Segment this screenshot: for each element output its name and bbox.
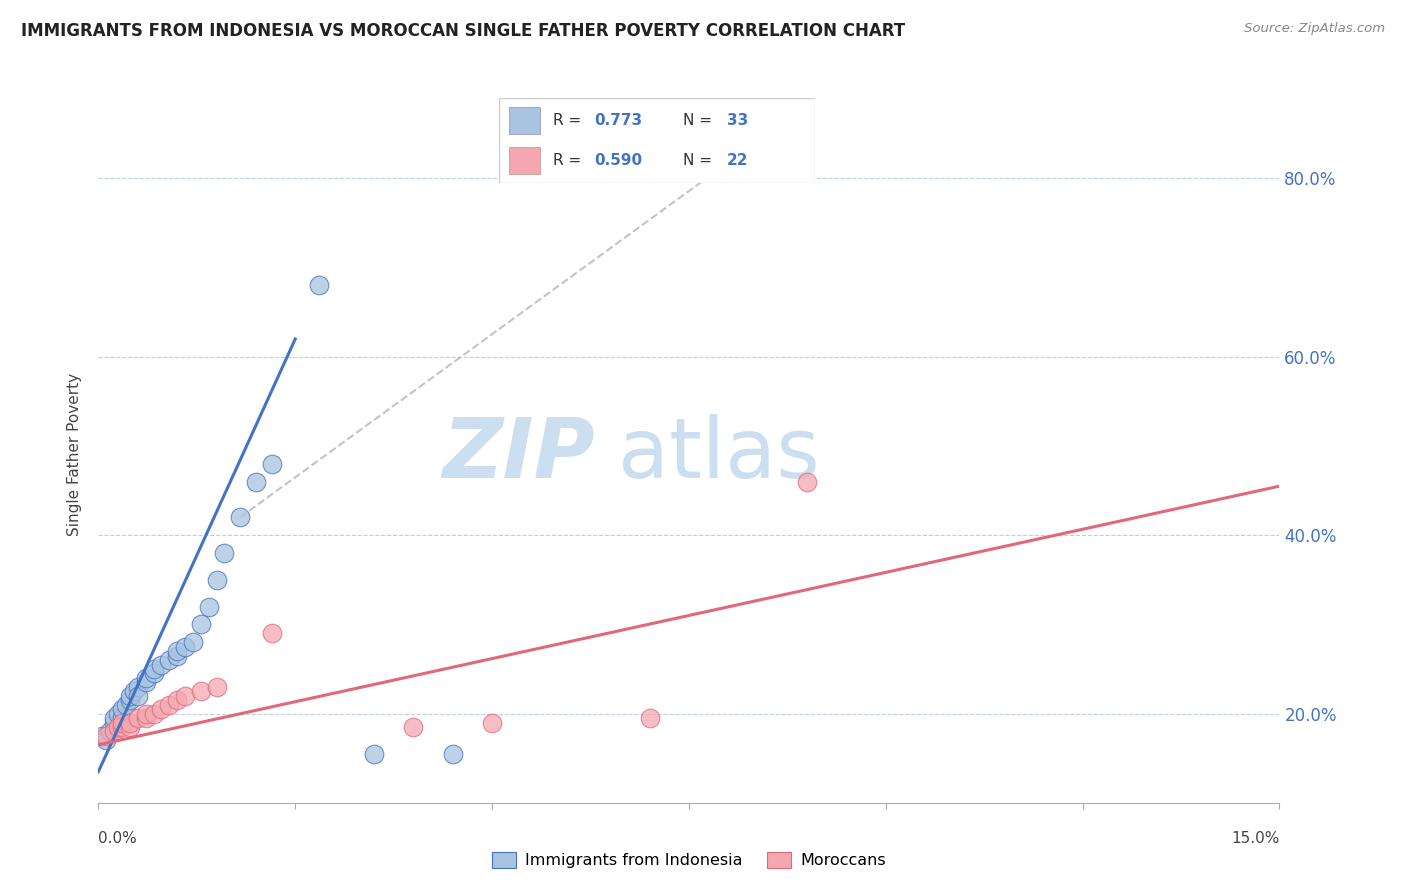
- Point: [135, 675, 157, 690]
- Point: [96, 733, 118, 747]
- Point: [205, 573, 228, 587]
- Point: [157, 653, 180, 667]
- Point: [174, 689, 197, 703]
- Point: [308, 278, 330, 293]
- Text: N =: N =: [683, 153, 717, 169]
- Point: [118, 689, 141, 703]
- Text: R =: R =: [553, 112, 586, 128]
- Point: [111, 711, 134, 725]
- Point: [111, 720, 134, 734]
- FancyBboxPatch shape: [509, 147, 540, 175]
- Point: [205, 680, 228, 694]
- Point: [115, 698, 138, 712]
- Point: [107, 720, 129, 734]
- Text: 33: 33: [727, 112, 748, 128]
- Point: [91, 729, 114, 743]
- Point: [127, 680, 149, 694]
- Point: [190, 617, 212, 632]
- Point: [135, 671, 157, 685]
- Point: [127, 711, 149, 725]
- Point: [150, 702, 173, 716]
- FancyBboxPatch shape: [499, 98, 815, 183]
- Text: ZIP: ZIP: [441, 415, 595, 495]
- Text: N =: N =: [683, 112, 717, 128]
- Point: [363, 747, 385, 761]
- Point: [111, 702, 134, 716]
- Point: [135, 706, 157, 721]
- Point: [638, 711, 661, 725]
- Point: [98, 724, 121, 739]
- Point: [157, 698, 180, 712]
- Point: [142, 706, 165, 721]
- Y-axis label: Single Father Poverty: Single Father Poverty: [67, 374, 83, 536]
- Point: [118, 715, 141, 730]
- Point: [481, 715, 503, 730]
- Point: [402, 720, 425, 734]
- Point: [796, 475, 818, 489]
- Point: [166, 644, 188, 658]
- Point: [111, 715, 134, 730]
- Point: [118, 693, 141, 707]
- Text: atlas: atlas: [619, 415, 820, 495]
- Point: [190, 684, 212, 698]
- Point: [118, 720, 141, 734]
- Point: [166, 693, 188, 707]
- Point: [96, 729, 118, 743]
- Point: [166, 648, 188, 663]
- Text: IMMIGRANTS FROM INDONESIA VS MOROCCAN SINGLE FATHER POVERTY CORRELATION CHART: IMMIGRANTS FROM INDONESIA VS MOROCCAN SI…: [21, 22, 905, 40]
- Point: [103, 715, 125, 730]
- Text: R =: R =: [553, 153, 586, 169]
- Text: 0.773: 0.773: [593, 112, 643, 128]
- Text: 22: 22: [727, 153, 748, 169]
- Point: [260, 626, 283, 640]
- Point: [245, 475, 267, 489]
- Point: [197, 599, 219, 614]
- Point: [127, 689, 149, 703]
- FancyBboxPatch shape: [509, 107, 540, 134]
- Point: [103, 724, 125, 739]
- Text: 15.0%: 15.0%: [1232, 831, 1279, 846]
- Point: [107, 706, 129, 721]
- Point: [103, 711, 125, 725]
- Text: Source: ZipAtlas.com: Source: ZipAtlas.com: [1244, 22, 1385, 36]
- Point: [174, 640, 197, 654]
- Point: [260, 457, 283, 471]
- Point: [214, 546, 236, 560]
- Text: 0.590: 0.590: [593, 153, 643, 169]
- Point: [122, 684, 145, 698]
- Point: [142, 662, 165, 676]
- Point: [142, 666, 165, 681]
- Point: [150, 657, 173, 672]
- Point: [135, 711, 157, 725]
- Point: [229, 510, 252, 524]
- Legend: Immigrants from Indonesia, Moroccans: Immigrants from Indonesia, Moroccans: [485, 846, 893, 875]
- Point: [181, 635, 204, 649]
- Text: 0.0%: 0.0%: [98, 831, 138, 846]
- Point: [441, 747, 464, 761]
